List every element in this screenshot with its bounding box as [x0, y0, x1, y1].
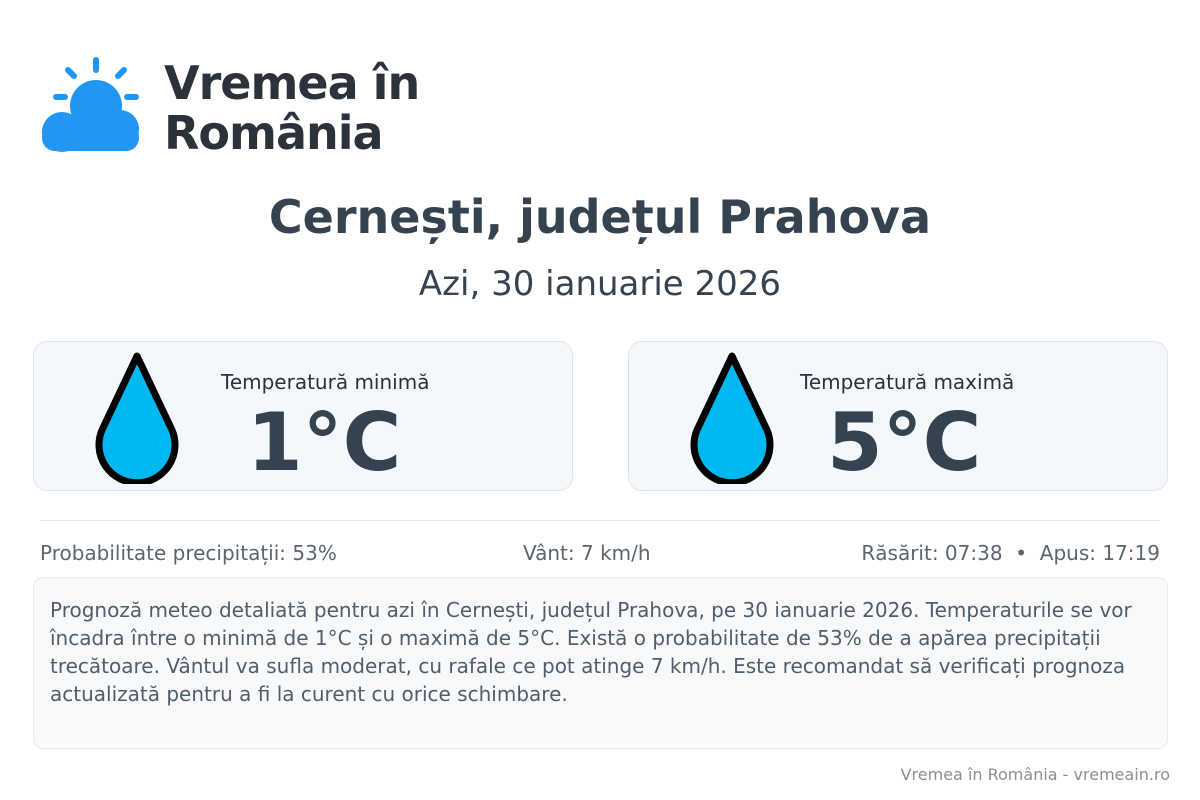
- wind-stat: Vânt: 7 km/h: [523, 541, 651, 565]
- sun-times-stat: Răsărit: 07:38 • Apus: 17:19: [861, 541, 1160, 565]
- min-temp-value: 1°C: [247, 396, 402, 489]
- water-drop-icon: [95, 352, 179, 484]
- max-temp-value: 5°C: [827, 396, 982, 489]
- logo: Vremea în România: [36, 54, 420, 158]
- water-drop-icon: [690, 352, 774, 484]
- precipitation-stat: Probabilitate precipitații: 53%: [40, 541, 337, 565]
- min-temp-label: Temperatură minimă: [221, 370, 430, 394]
- forecast-description: Prognoză meteo detaliată pentru azi în C…: [33, 577, 1168, 749]
- max-temp-card: Temperatură maximă 5°C: [628, 341, 1168, 491]
- brand-line-2: România: [164, 106, 384, 160]
- brand-line-1: Vremea în: [164, 56, 420, 110]
- divider: [40, 520, 1160, 521]
- sun-cloud-icon: [42, 57, 139, 152]
- page-date: Azi, 30 ianuarie 2026: [418, 264, 782, 304]
- brand-name: Vremea în România: [164, 56, 420, 160]
- max-temp-label: Temperatură maximă: [800, 370, 1015, 394]
- min-temp-card: Temperatură minimă 1°C: [33, 341, 573, 491]
- footer-credit: Vremea în România - vremeain.ro: [900, 765, 1170, 784]
- page-title: Cernești, județul Prahova: [268, 190, 932, 244]
